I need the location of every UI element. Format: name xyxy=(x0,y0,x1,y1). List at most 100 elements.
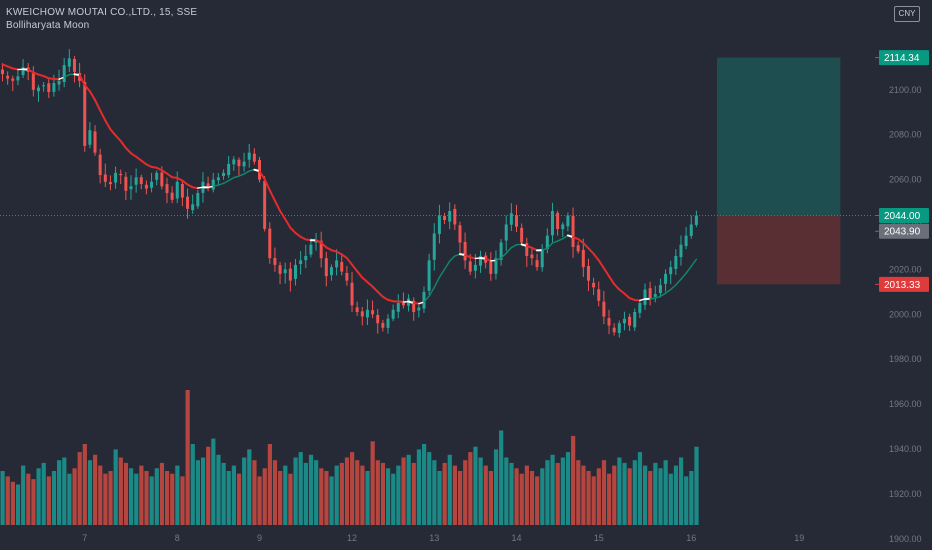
ma-segment xyxy=(289,226,297,234)
ma-segment xyxy=(83,84,91,93)
volume-bar xyxy=(272,460,278,525)
candle xyxy=(648,281,652,306)
candle xyxy=(669,260,673,285)
candle xyxy=(134,168,138,193)
volume-bar xyxy=(134,473,139,525)
volume-bar xyxy=(21,465,26,525)
volume-bar xyxy=(10,481,15,525)
candle xyxy=(602,290,606,325)
volume-bar xyxy=(427,452,432,525)
volume-bar xyxy=(298,452,303,525)
ma-segment xyxy=(685,265,692,274)
ma-segment xyxy=(294,231,302,238)
ma-segment xyxy=(124,146,132,155)
candle xyxy=(119,169,123,185)
volume-bar xyxy=(175,465,180,525)
ma-segment xyxy=(165,172,174,179)
ma-segment xyxy=(418,301,425,305)
candle xyxy=(617,320,621,338)
candle xyxy=(566,212,570,232)
ma-segment xyxy=(412,302,420,305)
volume-bar xyxy=(206,446,211,525)
candle xyxy=(88,122,92,149)
volume-bar xyxy=(350,452,355,525)
ma-segment xyxy=(690,258,698,268)
volume-bar xyxy=(149,476,154,525)
target-price-tag[interactable]: 2114.34 xyxy=(875,50,929,66)
candle xyxy=(314,232,318,251)
volume-bar xyxy=(396,465,401,525)
candle xyxy=(581,238,585,278)
y-tick-label: 1940.00 xyxy=(889,444,922,454)
volume-bar xyxy=(499,430,504,525)
ma-segment xyxy=(140,159,148,166)
current-price-tag[interactable]: 2043.90 xyxy=(875,223,929,239)
ma-segment xyxy=(130,152,138,158)
ma-segment xyxy=(345,257,354,266)
candle xyxy=(83,74,87,152)
svg-text:2043.90: 2043.90 xyxy=(884,227,921,238)
volume-bar xyxy=(648,471,653,525)
ma-segment xyxy=(664,288,672,294)
volume-bar xyxy=(386,468,391,525)
stop-zone[interactable] xyxy=(716,215,841,285)
volume-bar xyxy=(144,471,149,525)
candle xyxy=(196,190,200,209)
x-tick-label: 8 xyxy=(175,533,180,543)
ma-segment xyxy=(562,234,569,240)
ma-segment xyxy=(94,98,102,112)
volume-bar xyxy=(545,460,550,525)
volume-bar xyxy=(411,462,416,525)
y-tick-label: 1960.00 xyxy=(889,399,922,409)
volume-bar xyxy=(283,465,288,525)
candle xyxy=(633,308,637,331)
ma-segment xyxy=(659,292,667,298)
volume-bar xyxy=(416,449,422,525)
volume-bar xyxy=(421,444,427,525)
indicator-label[interactable]: Bolliharyata Moon xyxy=(6,20,90,31)
candle xyxy=(571,207,575,258)
entry-price-tag[interactable]: 2044.00 xyxy=(875,208,929,224)
currency-badge[interactable]: CNY xyxy=(894,6,920,22)
ma-segment xyxy=(670,284,677,291)
candle xyxy=(273,247,277,272)
ma-segment xyxy=(428,286,435,297)
chart-legend: KWEICHOW MOUTAI CO.,LTD., 15, SSE Bollih… xyxy=(6,6,197,32)
volume-bar xyxy=(87,460,93,525)
candle xyxy=(592,277,596,296)
volume-bar xyxy=(483,465,488,525)
volume-bar xyxy=(365,471,370,525)
ma-segment xyxy=(104,119,112,131)
target-zone[interactable] xyxy=(716,57,841,216)
candle xyxy=(376,308,380,334)
symbol-title[interactable]: KWEICHOW MOUTAI CO.,LTD., 15, SSE xyxy=(6,7,198,18)
candlesticks xyxy=(1,49,698,338)
volume-bar xyxy=(576,460,581,525)
candle xyxy=(293,258,297,286)
volume-bar xyxy=(694,446,699,525)
ma-segment xyxy=(258,170,266,181)
candle xyxy=(504,215,508,252)
candle xyxy=(355,301,359,316)
price-tags: 2114.34 2044.00 2043.90 2013.33 xyxy=(875,50,929,292)
volume-bar xyxy=(658,468,663,525)
candle xyxy=(175,171,179,204)
ma-segment xyxy=(279,209,287,221)
volume-bar xyxy=(355,460,360,525)
candle xyxy=(515,204,518,233)
candle xyxy=(93,125,97,156)
volume-bar xyxy=(612,465,617,525)
volume-bar xyxy=(442,462,447,525)
volume-bar xyxy=(226,471,231,525)
ma-segment xyxy=(587,247,595,255)
volume-bar xyxy=(493,449,499,525)
ma-segment xyxy=(376,290,384,298)
volume-bar xyxy=(550,454,555,525)
candle xyxy=(129,175,133,200)
candle xyxy=(586,258,590,292)
stop-price-tag[interactable]: 2013.33 xyxy=(875,276,929,292)
ma-segment xyxy=(443,260,451,271)
svg-text:2013.33: 2013.33 xyxy=(884,280,921,291)
candle xyxy=(412,297,416,321)
